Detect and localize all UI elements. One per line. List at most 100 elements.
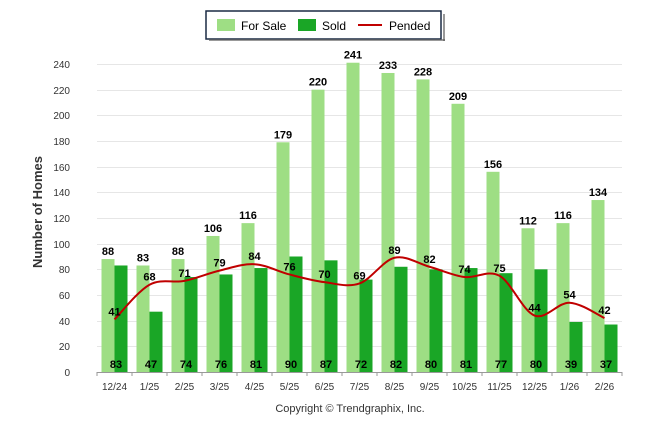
data-label-for-sale: 209 — [449, 91, 467, 103]
data-label-pended: 70 — [318, 269, 330, 281]
x-tick-label: 3/25 — [210, 382, 230, 393]
y-tick-label: 40 — [59, 317, 71, 328]
y-tick-label: 140 — [53, 188, 70, 199]
x-tick-label: 6/25 — [315, 382, 335, 393]
x-tick-label: 4/25 — [245, 382, 265, 393]
bar-sold — [394, 266, 408, 372]
data-label-pended: 89 — [388, 245, 400, 257]
data-label-sold: 80 — [530, 359, 542, 371]
y-axis-ticks: 0 20 40 60 80 100 120 140 160 180 200 220 240 — [53, 60, 70, 379]
bar-sold — [114, 265, 128, 372]
data-labels: 88 83 83 47 88 74 106 76 116 81 179 90 220 87 241 72 233… — [102, 50, 612, 371]
legend-label-sold: Sold — [322, 19, 346, 33]
y-axis-title: Number of Homes — [30, 156, 45, 268]
data-label-pended: 68 — [143, 272, 155, 284]
y-tick-label: 20 — [59, 342, 71, 353]
data-label-for-sale: 220 — [309, 77, 327, 89]
x-tick-label: 7/25 — [350, 382, 370, 393]
legend-label-for-sale: For Sale — [241, 19, 287, 33]
data-label-sold: 82 — [390, 359, 402, 371]
bar-sold — [219, 274, 233, 372]
bar-sold — [464, 268, 478, 372]
data-label-sold: 77 — [495, 359, 507, 371]
bar-for-sale — [101, 259, 115, 372]
x-tick-label: 11/25 — [487, 382, 512, 393]
data-label-pended: 75 — [493, 263, 505, 275]
x-tick-label: 1/26 — [560, 382, 580, 393]
bar-for-sale — [171, 259, 185, 372]
data-label-for-sale: 116 — [239, 210, 257, 222]
bar-sold — [254, 268, 268, 372]
bar-for-sale — [241, 223, 255, 372]
data-label-pended: 54 — [563, 290, 576, 302]
data-label-for-sale: 112 — [519, 215, 537, 227]
data-label-for-sale: 156 — [484, 159, 502, 171]
data-label-sold: 87 — [320, 359, 332, 371]
x-tick-label: 10/25 — [452, 382, 477, 393]
bar-for-sale — [521, 228, 535, 372]
y-tick-label: 220 — [53, 86, 70, 97]
data-label-for-sale: 228 — [414, 66, 432, 78]
data-label-sold: 37 — [600, 359, 612, 371]
data-label-for-sale: 88 — [172, 246, 184, 258]
bar-for-sale — [311, 89, 325, 373]
bar-for-sale — [276, 142, 290, 372]
data-label-pended: 44 — [528, 303, 541, 315]
bar-sold — [534, 269, 548, 372]
legend-swatch-sold — [298, 19, 316, 31]
bars — [101, 62, 618, 373]
data-label-sold: 81 — [460, 359, 472, 371]
bar-sold — [149, 311, 163, 372]
bar-for-sale — [416, 79, 430, 373]
data-label-for-sale: 241 — [344, 50, 362, 62]
data-label-pended: 79 — [213, 258, 225, 270]
data-label-pended: 84 — [248, 251, 261, 263]
bar-sold — [289, 256, 303, 372]
y-tick-label: 80 — [59, 265, 71, 276]
copyright-text: Copyright © Trendgraphix, Inc. — [275, 403, 424, 415]
data-label-for-sale: 134 — [589, 187, 608, 199]
data-label-for-sale: 116 — [554, 210, 572, 222]
data-label-sold: 74 — [180, 359, 193, 371]
y-tick-label: 160 — [53, 163, 70, 174]
data-label-pended: 74 — [458, 264, 471, 276]
legend-label-pended: Pended — [389, 19, 430, 33]
y-tick-label: 240 — [53, 60, 70, 71]
y-tick-label: 100 — [53, 240, 70, 251]
data-label-for-sale: 179 — [274, 129, 292, 141]
data-label-pended: 82 — [423, 254, 435, 266]
x-tick-label: 12/25 — [522, 382, 547, 393]
bar-for-sale — [556, 223, 570, 372]
bar-sold — [604, 324, 618, 372]
bar-for-sale — [381, 72, 395, 372]
data-label-pended: 76 — [283, 261, 295, 273]
data-label-sold: 76 — [215, 359, 227, 371]
x-tick-label: 8/25 — [385, 382, 405, 393]
data-label-sold: 83 — [110, 359, 122, 371]
legend-box — [205, 10, 442, 40]
legend-swatch-for-sale — [217, 19, 235, 31]
data-label-sold: 81 — [250, 359, 262, 371]
data-label-for-sale: 106 — [204, 223, 222, 235]
data-label-for-sale: 233 — [379, 60, 397, 72]
data-label-sold: 72 — [355, 359, 367, 371]
bar-sold — [359, 279, 373, 372]
data-label-pended: 71 — [178, 268, 190, 280]
bar-for-sale — [591, 200, 605, 372]
y-tick-label: 0 — [64, 368, 70, 379]
bar-for-sale — [486, 171, 500, 372]
bar-for-sale — [206, 235, 220, 372]
data-label-sold: 47 — [145, 359, 157, 371]
data-label-pended: 41 — [108, 306, 120, 318]
legend: For Sale Sold Pended — [205, 10, 445, 41]
data-label-sold: 90 — [285, 359, 297, 371]
legend-shadow-right — [443, 14, 445, 41]
x-tick-label: 2/26 — [595, 382, 615, 393]
x-tick-label: 9/25 — [420, 382, 440, 393]
x-tick-label: 2/25 — [175, 382, 195, 393]
bar-sold — [569, 321, 583, 372]
data-label-for-sale: 83 — [137, 252, 149, 264]
bar-for-sale — [346, 62, 360, 372]
data-label-for-sale: 88 — [102, 246, 114, 258]
